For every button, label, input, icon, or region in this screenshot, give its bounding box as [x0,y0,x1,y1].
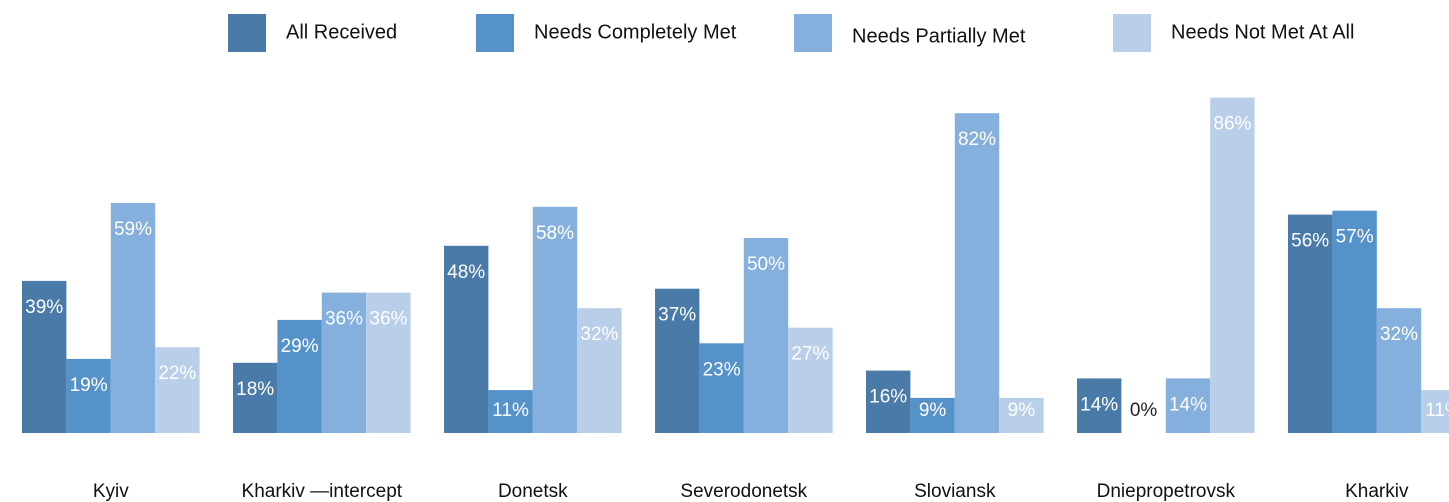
bar [321,292,367,433]
bar [1421,390,1449,433]
value-label: 50% [747,254,785,275]
value-label: 11% [1425,400,1449,421]
bar [655,288,700,433]
legend-swatch [476,14,514,52]
value-label: 82% [958,129,996,150]
bar [577,308,622,433]
legend-label: All Received [286,21,397,43]
x-tick-label: Donetsk [498,481,568,502]
bar [1210,97,1255,433]
value-label: 16% [869,387,907,408]
bar [155,347,200,433]
bar [1332,210,1377,433]
value-label: 11% [492,400,529,421]
value-label: 32% [580,324,618,345]
x-tick-label: Severodonetsk [680,481,807,502]
value-label: 58% [536,223,574,244]
value-label: 36% [325,309,363,330]
x-tick-label: Dniepropetrovsk [1097,481,1236,502]
x-tick-label: Kharkiv —intercept [242,481,403,502]
bar [366,292,411,433]
bar [66,358,111,433]
bar [22,280,67,433]
bar [1077,378,1122,433]
value-label: 59% [114,219,152,240]
value-label: 39% [25,297,63,318]
value-label: 48% [447,262,485,283]
legend-swatch [228,14,266,52]
bar [954,113,1000,433]
legend-label: Needs Partially Met [852,25,1026,47]
bar [910,397,955,433]
bar [743,238,789,433]
value-label: 9% [1008,400,1036,421]
legend-swatch [1113,14,1151,52]
x-tick-label: Kharkiv [1345,481,1409,502]
bar [699,343,744,433]
value-label: 23% [703,359,741,380]
value-label: 0% [1130,400,1158,421]
value-label: 56% [1291,231,1329,252]
value-label: 36% [369,309,407,330]
value-label: 37% [658,305,696,326]
bar [999,397,1044,433]
bar [277,319,322,433]
value-label: 14% [1169,394,1207,415]
value-label: 14% [1080,394,1118,415]
bar [233,362,278,433]
x-tick-label: Kyiv [93,481,129,502]
value-label: 86% [1213,114,1251,135]
bar [444,245,489,433]
value-label: 9% [919,400,947,421]
value-label: 32% [1380,324,1418,345]
value-label: 18% [236,379,274,400]
bar [866,370,911,433]
value-label: 22% [158,363,196,384]
bar [1288,214,1333,433]
value-label: 29% [281,336,319,357]
value-label: 27% [791,344,829,365]
bar [788,327,833,433]
bar [1376,308,1422,433]
bar [488,390,533,433]
x-tick-label: Sloviansk [914,481,996,502]
legend-label: Needs Completely Met [534,21,737,43]
bar [1165,378,1211,433]
legend-swatch [794,14,832,52]
bar [110,202,156,433]
legend-label: Needs Not Met At All [1171,21,1354,43]
value-label: 19% [70,375,108,396]
bar [532,206,578,433]
value-label: 57% [1336,227,1374,248]
